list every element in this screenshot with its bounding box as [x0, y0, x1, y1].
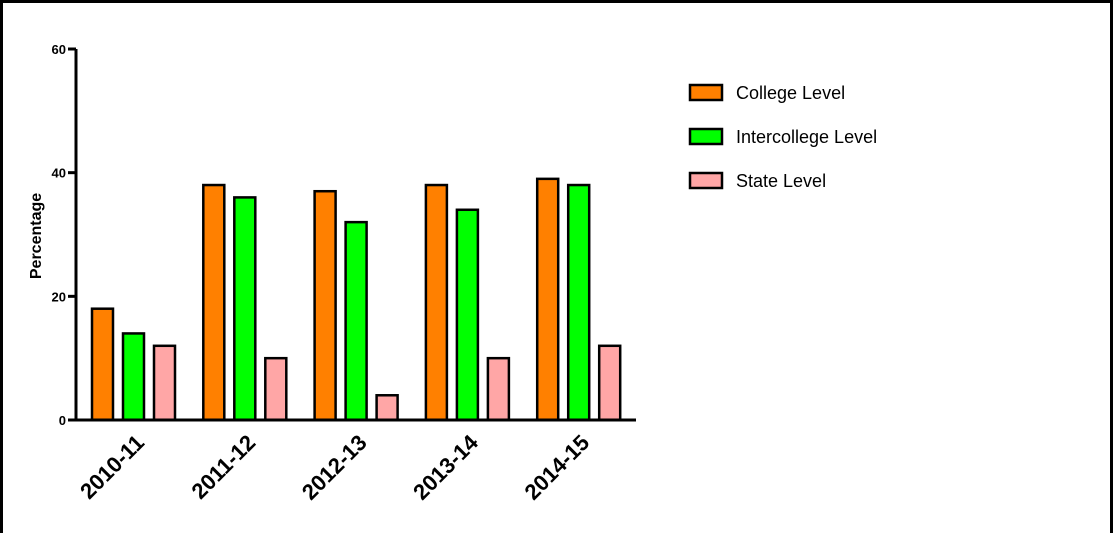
- bar: [90, 307, 115, 422]
- x-category-label: 2012-13: [297, 430, 372, 505]
- legend-swatch: [688, 127, 724, 146]
- bar: [424, 183, 449, 422]
- bar: [344, 220, 368, 422]
- bar: [375, 394, 399, 422]
- bar: [233, 196, 257, 422]
- y-tick-label: 40: [52, 166, 66, 181]
- bar: [455, 208, 480, 422]
- legend-label: State Level: [736, 171, 826, 191]
- x-category-label: 2014-15: [519, 430, 594, 505]
- legend-swatch: [688, 171, 724, 190]
- bar: [121, 332, 146, 422]
- y-ticks: 0 20 40 60: [52, 42, 76, 428]
- legend-label: College Level: [736, 83, 845, 103]
- y-tick-label: 20: [52, 289, 66, 304]
- axes: [74, 49, 636, 422]
- y-tick-label: 0: [59, 413, 66, 428]
- y-axis-title: Percentage: [28, 193, 45, 279]
- bar: [566, 183, 591, 422]
- bar: [202, 183, 226, 422]
- x-category-label: 2010-11: [75, 430, 149, 504]
- legend: College Level Intercollege Level State Lev…: [688, 83, 877, 191]
- x-category-label: 2013-14: [408, 429, 483, 504]
- x-category-labels: 2010-11 2011-12 2012-13 2013-14 2014-15: [75, 429, 594, 504]
- bar: [264, 356, 288, 422]
- y-tick-label: 60: [52, 42, 66, 57]
- bar: [152, 344, 177, 422]
- bar: [535, 177, 560, 422]
- legend-swatch: [688, 83, 724, 102]
- legend-label: Intercollege Level: [736, 127, 877, 147]
- bar: [313, 189, 337, 422]
- bar: [597, 344, 622, 422]
- x-category-label: 2011-12: [186, 430, 260, 504]
- bar: [486, 356, 511, 422]
- plot-area: [90, 177, 622, 422]
